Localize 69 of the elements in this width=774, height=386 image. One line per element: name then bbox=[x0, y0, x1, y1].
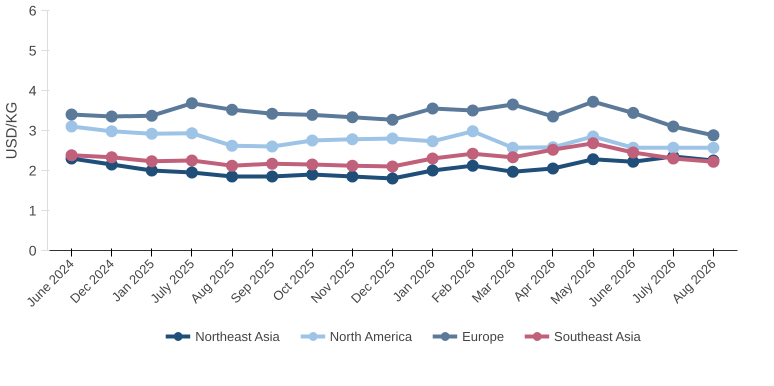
point bbox=[266, 170, 278, 182]
legend-label: Europe bbox=[462, 328, 504, 344]
point bbox=[226, 104, 238, 116]
point bbox=[667, 142, 680, 154]
point bbox=[426, 102, 439, 114]
point bbox=[346, 170, 358, 182]
point bbox=[546, 110, 559, 122]
point bbox=[186, 166, 198, 178]
point bbox=[386, 160, 398, 172]
point bbox=[346, 160, 358, 172]
point bbox=[466, 148, 479, 160]
point bbox=[306, 168, 318, 180]
point bbox=[386, 172, 398, 184]
y-tick-label: 5 bbox=[28, 42, 37, 58]
y-tick-label: 1 bbox=[28, 202, 37, 218]
y-axis-title: USD/KG bbox=[4, 102, 21, 160]
point bbox=[106, 110, 118, 122]
point bbox=[426, 164, 439, 176]
point bbox=[106, 125, 118, 138]
point bbox=[66, 149, 78, 162]
point bbox=[627, 106, 640, 119]
point bbox=[386, 114, 398, 126]
point bbox=[587, 153, 600, 166]
point bbox=[346, 133, 358, 146]
point bbox=[66, 120, 78, 132]
y-tick-label: 0 bbox=[28, 242, 37, 258]
point bbox=[186, 97, 198, 110]
legend-label: North America bbox=[330, 328, 412, 344]
point bbox=[546, 162, 559, 174]
point bbox=[506, 98, 519, 110]
point bbox=[426, 135, 439, 148]
point bbox=[226, 160, 238, 172]
point bbox=[346, 111, 358, 124]
point bbox=[587, 96, 600, 108]
point bbox=[466, 104, 479, 116]
point bbox=[506, 142, 519, 154]
point bbox=[266, 108, 278, 120]
point bbox=[466, 125, 479, 138]
point bbox=[306, 134, 318, 146]
point bbox=[106, 151, 118, 164]
point bbox=[266, 158, 278, 170]
point bbox=[146, 128, 158, 140]
point bbox=[627, 146, 640, 158]
point bbox=[707, 142, 720, 154]
y-tick-label: 3 bbox=[28, 122, 37, 138]
point bbox=[506, 151, 519, 164]
point bbox=[226, 140, 238, 152]
point bbox=[587, 137, 600, 150]
y-tick-label: 4 bbox=[28, 82, 37, 98]
point bbox=[386, 132, 398, 144]
point bbox=[266, 140, 278, 152]
point bbox=[146, 110, 158, 122]
legend-label: Northeast Asia bbox=[195, 328, 280, 344]
y-tick-label: 6 bbox=[28, 2, 37, 18]
point bbox=[66, 108, 78, 120]
point bbox=[306, 108, 318, 121]
y-tick-label: 2 bbox=[28, 162, 37, 178]
point bbox=[426, 152, 439, 164]
point bbox=[226, 170, 238, 182]
point bbox=[506, 166, 519, 178]
legend-label: Southeast Asia bbox=[554, 328, 641, 344]
point bbox=[186, 127, 198, 140]
point bbox=[546, 144, 559, 156]
point bbox=[707, 129, 720, 142]
point bbox=[306, 158, 318, 170]
point bbox=[667, 120, 680, 132]
point bbox=[466, 160, 479, 172]
point bbox=[186, 154, 198, 166]
point bbox=[146, 155, 158, 168]
